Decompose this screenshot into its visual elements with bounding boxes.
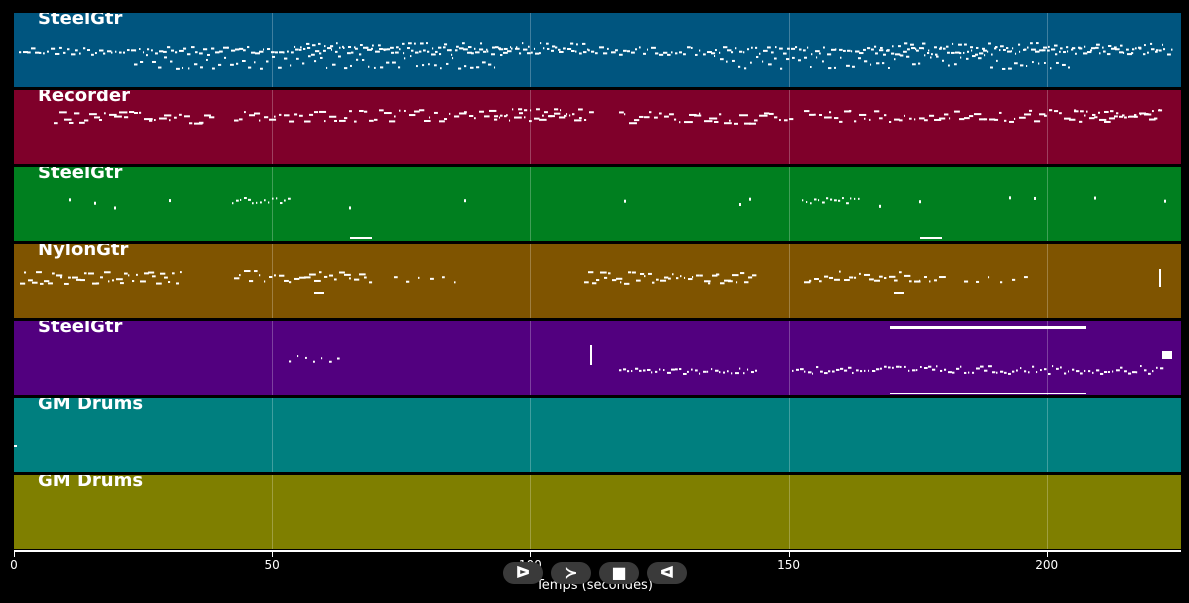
track-label: NylonGtr bbox=[38, 244, 129, 260]
track-6: GM Drums bbox=[14, 398, 1181, 472]
gridline bbox=[272, 167, 274, 241]
x-tick-label: 150 bbox=[777, 558, 800, 572]
x-axis-label: Temps (secondes) bbox=[536, 578, 653, 593]
gridline bbox=[1046, 475, 1048, 549]
x-tick bbox=[14, 552, 15, 557]
x-tick-label: 200 bbox=[1035, 558, 1059, 572]
stop-button[interactable]: ■ bbox=[599, 562, 639, 584]
track-label: GM Drums bbox=[38, 398, 144, 414]
gridline bbox=[530, 475, 532, 549]
track-5: SteelGtr bbox=[14, 321, 1181, 395]
track-4: NylonGtr bbox=[14, 244, 1181, 318]
x-tick bbox=[788, 552, 790, 557]
gridline bbox=[530, 90, 532, 164]
track-2: Recorder bbox=[14, 90, 1181, 164]
note-pattern bbox=[14, 445, 17, 447]
gridline bbox=[272, 321, 274, 395]
track-3: SteelGtr bbox=[14, 167, 1181, 241]
forward-icon: ≻ bbox=[564, 563, 578, 582]
gridline bbox=[272, 13, 274, 87]
gridline bbox=[1046, 321, 1048, 395]
x-tick bbox=[1046, 552, 1048, 557]
note-pattern bbox=[69, 196, 1166, 239]
note-pattern bbox=[14, 475, 1181, 549]
rewind-button[interactable]: ᐊ bbox=[647, 562, 687, 584]
gridline bbox=[788, 244, 790, 318]
note-pattern bbox=[54, 108, 1163, 125]
note-pattern bbox=[19, 42, 1173, 70]
gridline bbox=[530, 13, 532, 87]
gridline bbox=[1046, 244, 1048, 318]
gridline bbox=[530, 321, 532, 395]
gridline bbox=[788, 13, 790, 87]
x-axis-line bbox=[14, 550, 1181, 552]
gridline bbox=[272, 398, 274, 472]
forward-button[interactable]: ≻ bbox=[551, 562, 591, 584]
stop-icon: ■ bbox=[611, 563, 627, 582]
note-pattern bbox=[289, 326, 1172, 394]
track-label: SteelGtr bbox=[38, 167, 123, 183]
gridline bbox=[1046, 90, 1048, 164]
gridline bbox=[788, 398, 790, 472]
play-button[interactable]: ᐅ bbox=[503, 562, 543, 584]
track-1: SteelGtr bbox=[14, 13, 1181, 87]
gridline bbox=[788, 321, 790, 395]
gridline bbox=[272, 475, 274, 549]
x-tick bbox=[272, 552, 274, 557]
track-7: GM Drums bbox=[14, 475, 1181, 549]
gridline bbox=[788, 167, 790, 241]
gridline bbox=[1046, 398, 1048, 472]
track-label: Recorder bbox=[38, 90, 130, 106]
note-pattern bbox=[20, 269, 1161, 294]
gridline bbox=[530, 398, 532, 472]
play-icon: ᐅ bbox=[515, 563, 531, 582]
x-tick bbox=[530, 552, 532, 557]
gridline bbox=[272, 244, 274, 318]
x-tick-label: 50 bbox=[264, 558, 280, 572]
gridline bbox=[788, 90, 790, 164]
gridline bbox=[788, 475, 790, 549]
track-label: SteelGtr bbox=[38, 13, 123, 29]
x-tick-label: 0 bbox=[10, 558, 18, 572]
gridline bbox=[530, 244, 532, 318]
track-label: SteelGtr bbox=[38, 321, 123, 337]
track-label: GM Drums bbox=[38, 475, 144, 491]
gridline bbox=[272, 90, 274, 164]
rewind-icon: ᐊ bbox=[659, 563, 675, 582]
gridline bbox=[1046, 167, 1048, 241]
gridline bbox=[530, 167, 532, 241]
